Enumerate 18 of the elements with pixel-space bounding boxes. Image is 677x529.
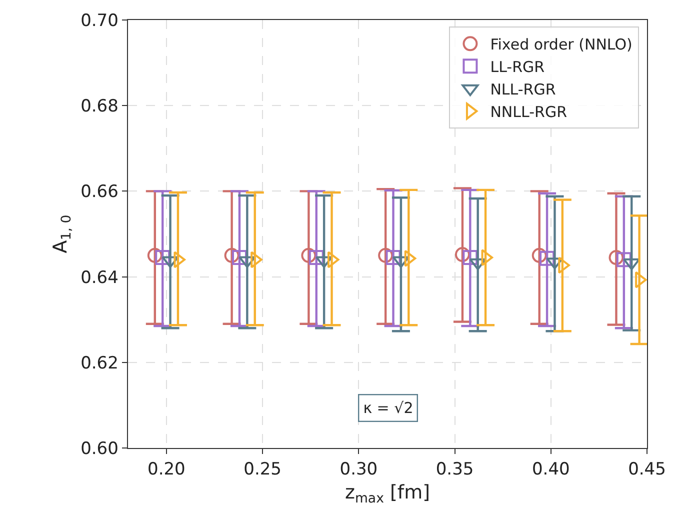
y-tick-label: 0.70 [80,10,118,31]
y-tick-label: 0.60 [80,438,118,459]
legend-label: Fixed order (NNLO) [490,36,632,54]
legend-label: NLL-RGR [490,80,556,99]
y-tick-label: 0.68 [80,96,118,117]
legend-label: NNLL-RGR [490,103,567,122]
y-tick-label: 0.64 [80,268,118,288]
x-tick-label: 0.30 [340,460,378,480]
legend-label: LL-RGR [490,58,545,76]
x-tick-label: 0.20 [148,460,186,480]
annotation: κ = √2 [363,399,414,418]
x-axis-title: z$_{max}$ [fm] [344,481,430,506]
x-tick-label: 0.40 [532,460,570,480]
x-tick-label: 0.35 [436,460,474,480]
y-tick-label: 0.66 [80,182,118,202]
x-tick-label: 0.45 [628,460,666,480]
y-tick-label: 0.62 [80,353,118,374]
x-tick-label: 0.25 [244,460,282,480]
